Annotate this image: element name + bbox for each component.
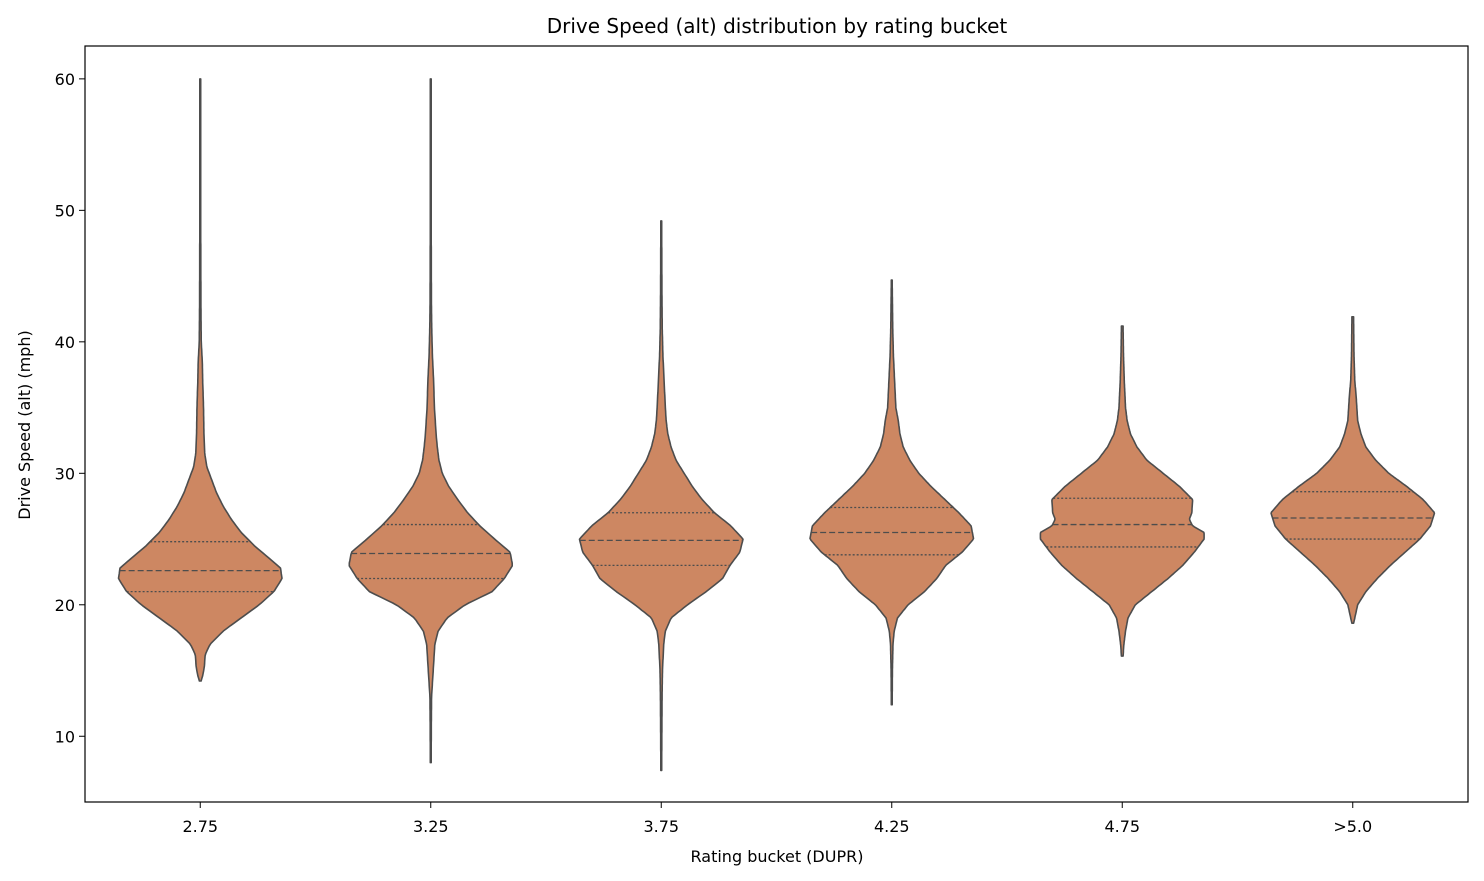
x-tick-label-3: 4.25 [874, 817, 910, 836]
chart-title: Drive Speed (alt) distribution by rating… [547, 14, 1008, 38]
plot-area: 10 20 30 40 50 60 2.75 3.25 3.75 4.25 4.75 >5.0 [55, 45, 1469, 836]
violin-2.75 [117, 78, 283, 682]
violin->5.0 [1270, 316, 1436, 624]
x-axis-label: Rating bucket (DUPR) [691, 847, 864, 866]
y-tick-label-50: 50 [55, 201, 75, 220]
violin-4.25 [809, 279, 975, 706]
x-tick-label-5: >5.0 [1333, 817, 1372, 836]
violin-4.75 [1039, 325, 1205, 657]
violin-3.25 [348, 78, 513, 764]
x-tick-label-4: 4.75 [1104, 817, 1140, 836]
x-tick-label-2: 3.75 [643, 817, 679, 836]
y-tick-label-10: 10 [55, 727, 75, 746]
y-axis-label: Drive Speed (alt) (mph) [15, 330, 34, 519]
y-tick-label-20: 20 [55, 596, 75, 615]
y-tick-label-60: 60 [55, 70, 75, 89]
x-tick-label-1: 3.25 [413, 817, 449, 836]
axes-frame [84, 45, 1469, 803]
violin-3.75 [578, 220, 744, 772]
y-tick-label-40: 40 [55, 333, 75, 352]
y-tick-label-30: 30 [55, 464, 75, 483]
x-tick-label-0: 2.75 [182, 817, 218, 836]
